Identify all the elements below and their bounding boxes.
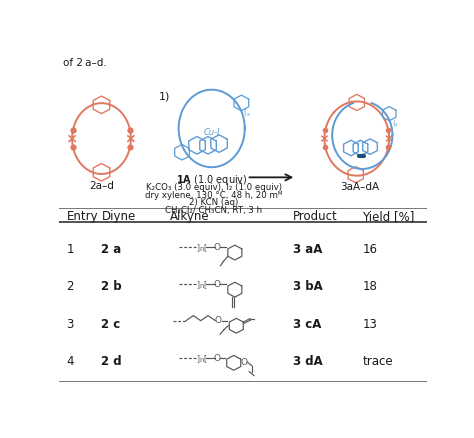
- Text: dry xylene, 130 °C, 48 h, 20 mᴹ: dry xylene, 130 °C, 48 h, 20 mᴹ: [145, 191, 283, 200]
- Text: ]: ]: [196, 354, 199, 363]
- Text: 2 c: 2 c: [101, 318, 121, 331]
- Text: [: [: [203, 354, 206, 363]
- Text: ($_{s}$: ($_{s}$: [243, 107, 251, 119]
- Text: 1: 1: [66, 244, 74, 256]
- Text: Cu-I: Cu-I: [204, 128, 221, 137]
- Text: Entry: Entry: [66, 210, 98, 223]
- Text: 1): 1): [158, 92, 170, 102]
- Text: trace: trace: [362, 355, 393, 367]
- Text: O: O: [214, 280, 221, 289]
- Text: 3 aA: 3 aA: [292, 244, 322, 256]
- Text: K₂CO₃ (3.0 equiv), I₂ (1.0 equiv): K₂CO₃ (3.0 equiv), I₂ (1.0 equiv): [146, 184, 282, 192]
- Text: 2: 2: [66, 280, 74, 293]
- Text: [: [: [203, 243, 206, 252]
- Text: O: O: [214, 316, 221, 325]
- Text: 4: 4: [66, 355, 74, 367]
- Text: 3 bA: 3 bA: [292, 280, 322, 293]
- Text: n: n: [200, 357, 204, 364]
- Text: ]: ]: [196, 243, 199, 252]
- Text: n: n: [200, 246, 204, 252]
- Text: 18: 18: [362, 280, 377, 293]
- Text: 3 cA: 3 cA: [292, 318, 321, 331]
- Text: 2 b: 2 b: [101, 280, 122, 293]
- Text: Yield [%]: Yield [%]: [362, 210, 415, 223]
- Text: O: O: [214, 354, 221, 363]
- Text: ]: ]: [196, 280, 199, 289]
- Text: CH₂Cl₂/ CH₃CN, RT, 3 h: CH₂Cl₂/ CH₃CN, RT, 3 h: [165, 206, 262, 215]
- Text: O: O: [214, 243, 221, 252]
- Text: O: O: [240, 358, 247, 367]
- Text: 2 d: 2 d: [101, 355, 122, 367]
- Text: 3: 3: [66, 318, 74, 331]
- Text: Alkyne: Alkyne: [169, 210, 209, 223]
- Text: 3 dA: 3 dA: [292, 355, 322, 367]
- Text: 2) KCN (aq): 2) KCN (aq): [189, 198, 238, 207]
- Text: 13: 13: [362, 318, 377, 331]
- Text: of 2 a–d.: of 2 a–d.: [63, 58, 107, 67]
- Text: n: n: [200, 283, 204, 289]
- Text: ($_{s}$: ($_{s}$: [392, 118, 400, 128]
- Text: 16: 16: [362, 244, 377, 256]
- Text: Diyne: Diyne: [101, 210, 136, 223]
- Text: 3aA–dA: 3aA–dA: [340, 182, 379, 192]
- Text: 2a–d: 2a–d: [89, 181, 114, 191]
- Text: Product: Product: [292, 210, 337, 223]
- Text: [: [: [203, 280, 206, 289]
- Text: 2 a: 2 a: [101, 244, 122, 256]
- Text: $\bf{1A}$ (1.0 equiv): $\bf{1A}$ (1.0 equiv): [176, 173, 247, 187]
